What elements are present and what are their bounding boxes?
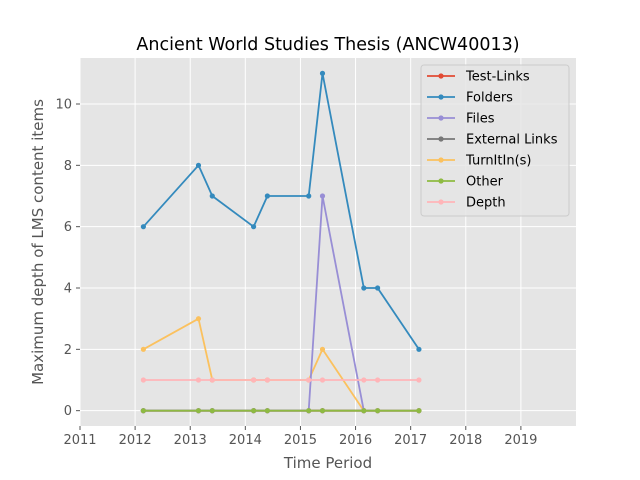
x-axis-label: Time Period (283, 454, 372, 472)
legend-box (420, 64, 570, 217)
legend-label: TurnItIn(s) (465, 154, 531, 169)
x-tick-label: 2015 (284, 433, 317, 448)
data-point-folders (195, 162, 202, 168)
x-tick-label: 2013 (174, 433, 207, 448)
data-point-folders (264, 193, 270, 199)
legend-swatch-marker (438, 73, 444, 79)
x-tick-label: 2019 (504, 433, 537, 448)
data-point-depth (319, 377, 326, 383)
data-point-depth (140, 377, 146, 383)
legend-label: Depth (466, 196, 506, 211)
x-tick-label: 2011 (63, 433, 96, 448)
data-point-depth (306, 377, 312, 383)
data-point-depth (209, 377, 215, 383)
x-tick-label: 2012 (119, 433, 152, 448)
data-point-turnitin-s (319, 346, 326, 352)
data-point-other (140, 408, 146, 414)
legend-label: Test-Links (465, 70, 530, 85)
legend-label: Other (466, 175, 504, 190)
series-depth (140, 377, 422, 383)
data-point-folders (140, 224, 146, 230)
data-point-folders (416, 346, 422, 352)
y-tick-label: 6 (64, 220, 72, 235)
y-tick-label: 8 (64, 159, 72, 174)
data-point-turnitin-s (195, 316, 202, 322)
data-point-other (361, 408, 367, 414)
data-point-other (306, 408, 312, 414)
legend-item-folders: Folders (427, 91, 513, 106)
data-point-depth (264, 377, 270, 383)
y-tick-label: 4 (64, 282, 72, 297)
y-axis-label: Maximum depth of LMS content items (29, 99, 47, 385)
legend-label: Files (466, 112, 495, 127)
data-point-depth (416, 377, 422, 383)
y-tick-label: 10 (55, 98, 72, 113)
legend: Test-Links Folders Files External Links Turn… (420, 64, 570, 217)
data-point-other (264, 408, 270, 414)
data-point-depth (195, 377, 202, 383)
data-point-turnitin-s (140, 346, 146, 352)
legend-item-other: Other (427, 175, 504, 190)
legend-item-test-links: Test-Links (427, 70, 530, 85)
data-point-other (251, 408, 257, 414)
legend-swatch-marker (438, 199, 444, 205)
chart-title: Ancient World Studies Thesis (ANCW40013) (136, 35, 519, 55)
data-point-other (375, 408, 381, 414)
legend-swatch-marker (438, 178, 444, 184)
data-point-folders (251, 224, 257, 230)
series-group (140, 70, 422, 414)
series-folders (140, 70, 422, 352)
data-point-folders (375, 285, 381, 291)
axis-ticks: 2011 2012 2013 2014 2015 2016 2017 2018 2019 0 2 4 6… (55, 98, 537, 449)
data-point-folders (319, 70, 326, 76)
legend-swatch-marker (438, 136, 444, 142)
legend-swatch-marker (438, 94, 444, 100)
data-point-depth (361, 377, 367, 383)
x-tick-label: 2018 (449, 433, 482, 448)
data-point-other (209, 408, 215, 414)
data-point-other (195, 408, 202, 414)
data-point-folders (306, 193, 312, 199)
legend-item-depth: Depth (427, 196, 506, 211)
x-tick-label: 2016 (339, 433, 372, 448)
data-point-other (319, 408, 326, 414)
legend-item-external-links: External Links (427, 133, 558, 148)
series-other (140, 408, 422, 414)
data-point-folders (209, 193, 215, 199)
series-line-folders (142, 72, 420, 350)
data-point-depth (375, 377, 381, 383)
legend-item-turnitin-s: TurnItIn(s) (427, 154, 531, 169)
data-point-depth (251, 377, 257, 383)
legend-item-files: Files (427, 112, 495, 127)
grid (79, 58, 576, 426)
legend-label: External Links (466, 133, 558, 148)
y-tick-label: 0 (64, 404, 72, 419)
data-point-folders (361, 285, 367, 291)
legend-swatch-marker (438, 157, 444, 163)
x-tick-label: 2014 (229, 433, 262, 448)
legend-swatch-marker (438, 115, 444, 121)
data-point-files (319, 193, 326, 199)
y-tick-label: 2 (64, 343, 72, 358)
data-point-other (416, 408, 422, 414)
legend-label: Folders (466, 91, 513, 106)
x-tick-label: 2017 (394, 433, 427, 448)
